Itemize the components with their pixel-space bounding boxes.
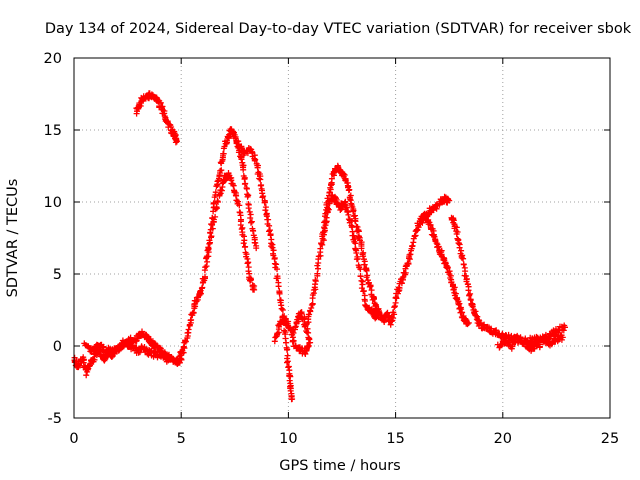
chart-title: Day 134 of 2024, Sidereal Day-to-day VTE… (45, 21, 632, 37)
x-axis-label: GPS time / hours (279, 458, 400, 474)
data-series-sat-f (233, 138, 296, 403)
axis-ticks (73, 57, 611, 419)
data-series-sat-m (494, 332, 566, 354)
x-tick-label: 0 (69, 431, 78, 447)
x-tick-label: 5 (177, 431, 186, 447)
data-series-sat-k (418, 193, 453, 226)
x-tick-label: 15 (386, 431, 404, 447)
y-axis-label: SDTVAR / TECUs (5, 179, 21, 298)
y-tick-label: -5 (48, 411, 62, 427)
y-tick-label: 15 (44, 123, 62, 139)
data-series-sat-g (271, 309, 314, 357)
y-tick-label: 10 (44, 195, 62, 211)
data-series-sat-e (204, 170, 258, 293)
y-tick-label: 5 (53, 267, 62, 283)
x-tick-label: 20 (494, 431, 512, 447)
x-tick-label: 25 (601, 431, 619, 447)
y-tick-label: 0 (53, 339, 62, 355)
data-series-sat-j (379, 211, 472, 328)
plot-data (71, 90, 568, 403)
y-tick-label: 20 (44, 51, 62, 67)
x-tick-label: 10 (279, 431, 297, 447)
data-series-sat-b (81, 337, 172, 365)
data-series-sat-i (319, 192, 382, 322)
tick-labels: 0 5 10 15 20 25 -5 0 5 10 15 20 (44, 51, 620, 447)
plot-frame (73, 57, 611, 419)
data-series-sat-c (133, 90, 180, 146)
